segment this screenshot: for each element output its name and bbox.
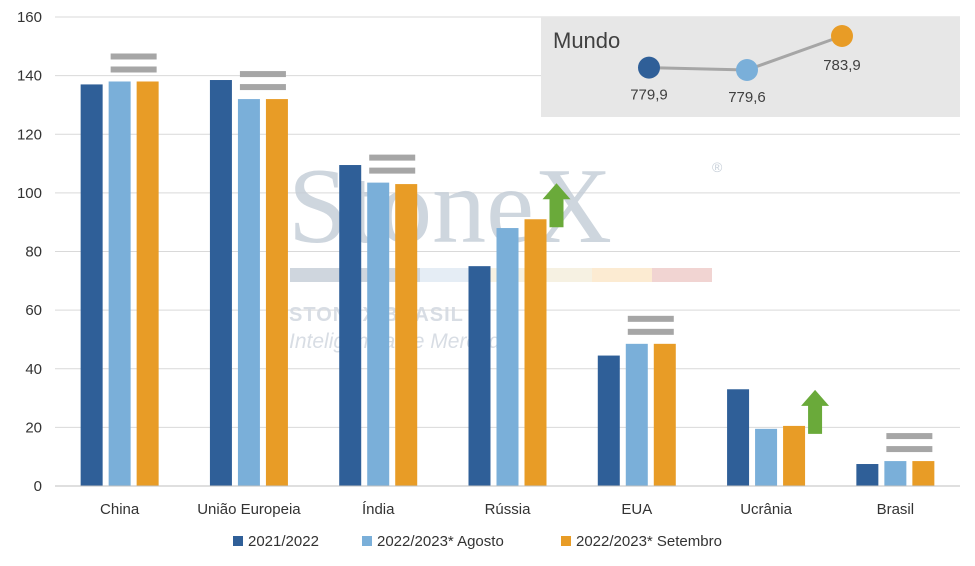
- bar-uniao-europeia-series-1: [209, 80, 232, 486]
- x-tick-label-ucrania: Ucrânia: [740, 501, 792, 518]
- x-tick-label-russia: Rússia: [485, 501, 532, 518]
- y-tick-label-80: 80: [25, 244, 42, 261]
- bars: [80, 80, 935, 487]
- inset-point-2: [736, 59, 758, 81]
- x-axis-category-labels: China União Europeia Índia Rússia EUA Ucrânia…: [100, 501, 914, 518]
- bar-eua-series-2: [625, 343, 648, 486]
- bar-india-series-3: [395, 184, 418, 487]
- inset-point-1: [638, 56, 660, 79]
- bar-russia-series-3: [524, 219, 547, 486]
- x-tick-label-china: China: [100, 501, 140, 518]
- legend-label-1: 2021/2022: [248, 533, 319, 550]
- up-arrow-ucrania: [801, 389, 830, 434]
- bar-china-series-3: [136, 81, 159, 487]
- legend-swatch-2: [362, 536, 372, 546]
- bar-russia-series-2: [496, 228, 519, 487]
- y-tick-label-60: 60: [25, 302, 42, 319]
- equal-marker-brasil-top: [886, 433, 933, 440]
- equal-marker-brasil-bottom: [886, 446, 933, 453]
- y-tick-label-140: 140: [17, 68, 42, 85]
- inset-point-3: [831, 25, 853, 47]
- bar-brasil-series-3: [912, 461, 935, 486]
- y-tick-label-100: 100: [17, 185, 42, 202]
- legend: 2021/2022 2022/2023* Agosto 2022/2023* Set…: [233, 533, 722, 550]
- x-tick-label-eua: EUA: [621, 501, 652, 518]
- equal-marker-china-bottom: [110, 66, 157, 73]
- legend-swatch-1: [233, 536, 243, 546]
- equal-marker-uniao-europeia-bottom: [239, 84, 286, 91]
- inset-line-series: 779,9 779,6 783,9: [630, 25, 861, 106]
- bar-uniao-europeia-series-2: [237, 99, 260, 486]
- legend-label-3: 2022/2023* Setembro: [576, 533, 722, 550]
- equal-marker-eua-top: [627, 315, 674, 322]
- equal-marker-india-top: [369, 154, 416, 161]
- bar-eua-series-3: [653, 343, 676, 486]
- inset-value-label-3: 783,9: [823, 57, 861, 74]
- inset-value-label-1: 779,9: [630, 87, 668, 104]
- bar-brasil-series-1: [856, 464, 879, 486]
- bar-china-series-2: [108, 81, 131, 487]
- equal-marker-uniao-europeia-top: [239, 71, 286, 78]
- legend-label-2: 2022/2023* Agosto: [377, 533, 504, 550]
- bar-uniao-europeia-series-3: [265, 99, 288, 486]
- bar-ucrania-series-3: [783, 425, 806, 486]
- bar-china-series-1: [80, 84, 103, 486]
- inset-value-label-2: 779,6: [728, 89, 766, 106]
- bar-ucrania-series-2: [755, 428, 778, 486]
- bar-ucrania-series-1: [727, 389, 750, 486]
- legend-swatch-3: [561, 536, 571, 546]
- y-tick-label-20: 20: [25, 419, 42, 436]
- y-axis-tick-labels: 0 20 40 60 80 100 120 140 160: [17, 9, 42, 495]
- equal-marker-china-top: [110, 53, 157, 60]
- inset-mundo: Mundo 779,9 779,6 783,9: [541, 17, 960, 117]
- change-markers: [110, 53, 933, 453]
- x-tick-label-brasil: Brasil: [877, 501, 915, 518]
- y-tick-label-120: 120: [17, 126, 42, 143]
- bar-india-series-2: [367, 182, 390, 486]
- x-tick-label-india: Índia: [362, 501, 395, 518]
- bar-india-series-1: [339, 165, 362, 486]
- bar-russia-series-1: [468, 266, 491, 486]
- bar-brasil-series-2: [884, 461, 907, 486]
- y-tick-label-160: 160: [17, 9, 42, 26]
- inset-title: Mundo: [553, 28, 620, 53]
- equal-marker-eua-bottom: [627, 328, 674, 335]
- watermark-registered: ®: [712, 159, 723, 175]
- up-arrow-russia: [542, 183, 571, 228]
- x-tick-label-uniao-europeia: União Europeia: [197, 501, 301, 518]
- equal-marker-india-bottom: [369, 167, 416, 174]
- y-tick-label-0: 0: [34, 478, 42, 495]
- y-tick-label-40: 40: [25, 361, 42, 378]
- bar-eua-series-1: [597, 355, 620, 486]
